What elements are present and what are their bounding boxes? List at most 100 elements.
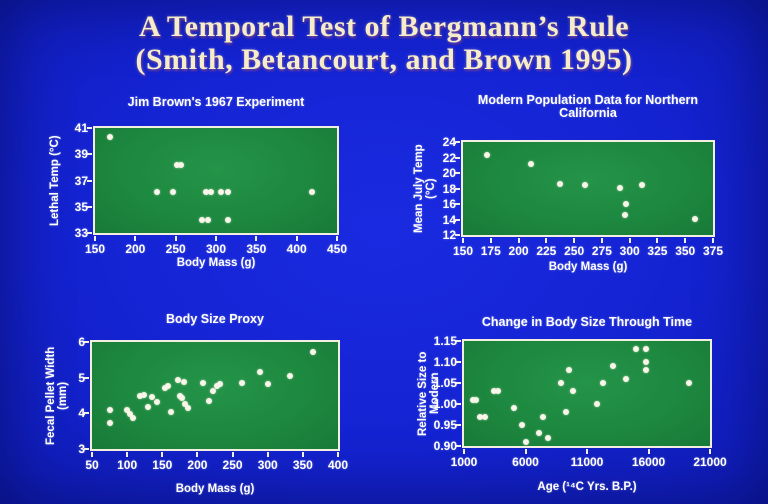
x-tick-label: 1000 xyxy=(450,455,478,469)
y-tick-label: 5 xyxy=(78,370,85,385)
x-axis-label: Age (¹⁴C Yrs. B.P.) xyxy=(537,481,637,493)
x-axis-tick xyxy=(215,236,217,241)
data-point xyxy=(204,216,211,223)
data-point xyxy=(643,346,650,353)
data-point xyxy=(239,380,246,387)
x-axis-tick xyxy=(524,449,527,454)
data-point xyxy=(632,346,639,353)
y-axis-tick xyxy=(456,445,461,447)
x-tick-label: 200 xyxy=(125,242,146,256)
data-point xyxy=(556,180,563,187)
x-tick-label: 400 xyxy=(327,458,349,472)
data-point xyxy=(308,189,315,196)
data-point xyxy=(287,373,294,380)
x-axis-tick xyxy=(134,236,137,241)
data-point xyxy=(686,380,693,386)
chart-title: Jim Brown's 1967 Experiment xyxy=(127,95,305,109)
y-tick-label: 0.90 xyxy=(433,439,457,453)
y-tick-label: 1.10 xyxy=(433,355,457,369)
data-point xyxy=(225,216,232,223)
plot-area xyxy=(93,126,339,235)
data-point xyxy=(481,413,488,420)
y-axis-tick xyxy=(84,412,89,415)
data-point xyxy=(137,392,144,399)
y-tick-label: 18 xyxy=(442,181,456,196)
data-point xyxy=(181,378,188,385)
y-tick-label: 1.15 xyxy=(433,334,457,348)
data-point xyxy=(544,434,551,441)
data-point xyxy=(124,406,131,413)
y-tick-label: 20 xyxy=(442,166,456,180)
x-axis-tick xyxy=(196,452,199,457)
x-axis-tick xyxy=(295,236,298,241)
data-point xyxy=(149,394,156,401)
x-axis-tick xyxy=(174,236,177,241)
x-tick-label: 450 xyxy=(326,242,348,256)
y-axis-tick xyxy=(455,187,460,190)
x-axis-tick xyxy=(545,238,548,243)
y-tick-label: 33 xyxy=(74,226,88,240)
data-point xyxy=(527,161,534,168)
data-point xyxy=(484,152,491,159)
y-tick-label: 22 xyxy=(442,150,456,165)
y-axis-tick xyxy=(87,205,92,208)
data-point xyxy=(518,422,525,428)
x-axis-tick xyxy=(656,238,659,243)
y-tick-label: 14 xyxy=(442,212,456,227)
x-tick-label: 350 xyxy=(246,242,267,256)
data-point xyxy=(141,391,147,398)
data-point xyxy=(616,184,623,191)
y-tick-label: 1.00 xyxy=(433,397,457,411)
x-axis-tick xyxy=(91,452,93,457)
data-point xyxy=(205,398,212,405)
data-point xyxy=(495,388,502,395)
x-tick-label: 6000 xyxy=(512,455,539,469)
x-tick-label: 175 xyxy=(480,244,501,258)
x-tick-label: 300 xyxy=(619,244,640,258)
data-point xyxy=(162,385,169,392)
x-tick-label: 100 xyxy=(117,458,138,472)
y-axis-tick xyxy=(456,340,461,342)
data-point xyxy=(563,409,570,416)
chart-title: Body Size Proxy xyxy=(166,312,264,326)
data-point xyxy=(209,387,216,394)
data-point xyxy=(469,396,476,403)
y-tick-label: 4 xyxy=(78,406,85,421)
x-tick-label: 50 xyxy=(85,458,99,472)
x-axis-tick xyxy=(161,452,164,457)
data-point xyxy=(565,367,572,374)
x-tick-label: 21000 xyxy=(693,455,727,469)
data-point xyxy=(265,380,272,387)
x-tick-label: 400 xyxy=(286,242,307,256)
data-point xyxy=(174,161,181,168)
x-tick-label: 150 xyxy=(452,244,474,258)
chart-title: Modern Population Data for Northern Cali… xyxy=(477,93,699,120)
plot-area xyxy=(90,340,340,451)
data-point xyxy=(129,414,136,421)
data-point xyxy=(203,189,210,196)
y-axis-tick xyxy=(456,403,461,405)
y-tick-label: 1.05 xyxy=(433,376,457,390)
x-axis-tick xyxy=(573,238,576,243)
x-axis-tick xyxy=(301,452,304,457)
data-point xyxy=(126,411,133,418)
data-point xyxy=(593,401,600,407)
data-point xyxy=(184,404,191,411)
data-point xyxy=(623,375,630,382)
data-point xyxy=(558,380,565,386)
data-point xyxy=(225,189,232,196)
y-axis-tick xyxy=(84,376,89,379)
x-axis-tick xyxy=(647,449,650,454)
x-tick-label: 275 xyxy=(591,244,612,258)
x-axis-tick xyxy=(517,238,520,243)
y-axis-tick xyxy=(456,424,461,426)
y-axis-label: Fecal Pellet Width (mm) xyxy=(45,346,69,445)
data-point xyxy=(536,430,543,437)
x-axis-tick xyxy=(489,238,492,243)
data-point xyxy=(623,201,630,207)
y-tick-label: 35 xyxy=(74,199,88,214)
x-axis-tick xyxy=(709,449,711,454)
x-axis-label: Body Mass (g) xyxy=(176,257,256,269)
